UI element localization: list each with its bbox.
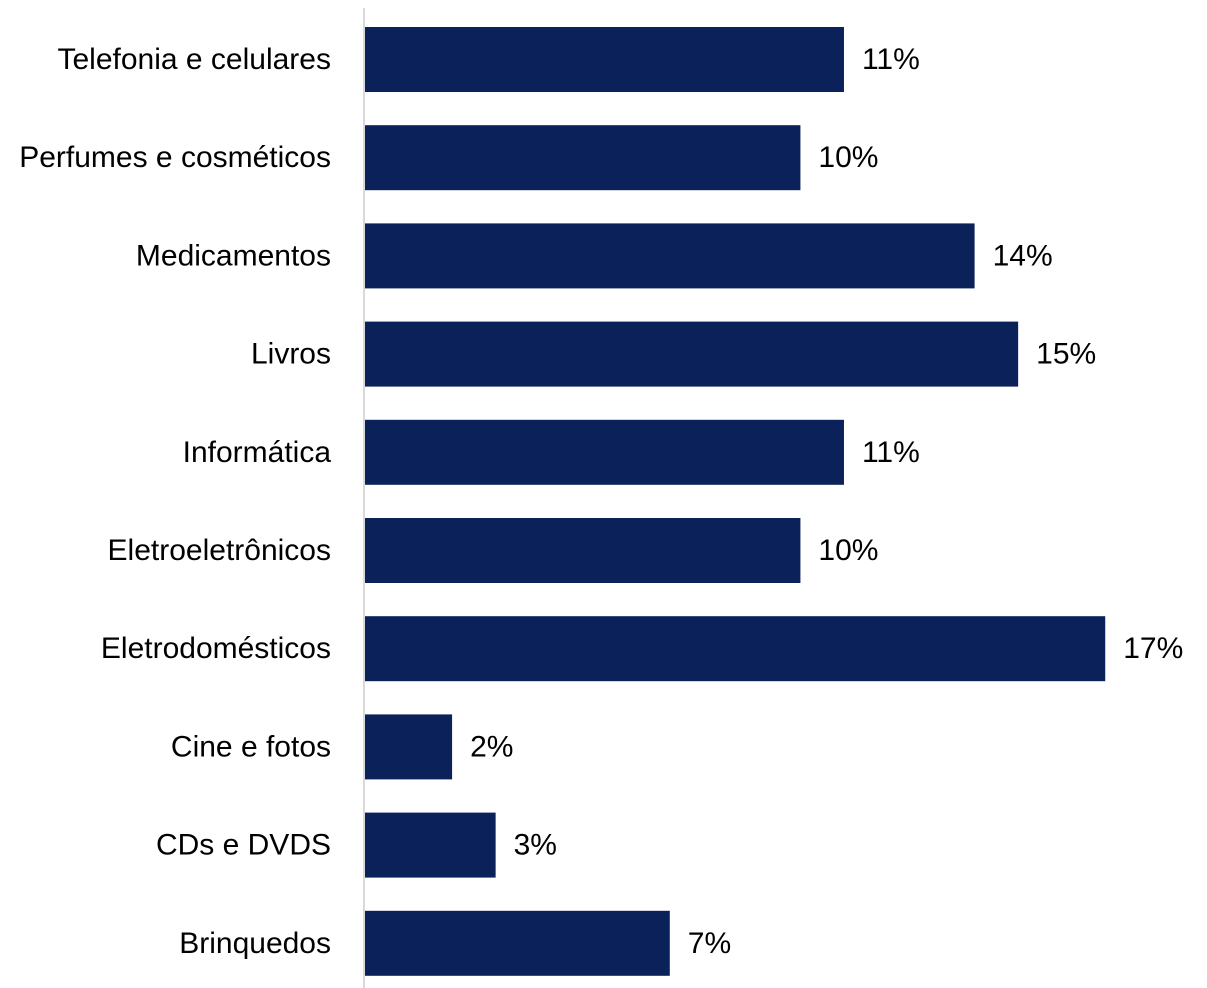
bar	[365, 812, 496, 878]
value-label: 2%	[470, 730, 513, 763]
value-label: 15%	[1036, 338, 1096, 371]
value-label: 10%	[818, 141, 878, 174]
bar	[365, 910, 670, 976]
bars-group	[365, 27, 1106, 976]
category-label: Perfumes e cosméticos	[19, 141, 331, 174]
value-label: 7%	[688, 927, 731, 960]
bar	[365, 518, 801, 583]
bar	[365, 714, 453, 780]
category-labels-group: Telefonia e celulares Perfumes e cosmétic…	[19, 43, 331, 960]
value-label: 3%	[514, 829, 557, 862]
category-label: Livros	[251, 338, 331, 371]
category-label: Eletroeletrônicos	[108, 534, 331, 567]
category-label: Medicamentos	[136, 239, 331, 272]
value-label: 11%	[862, 43, 920, 76]
bar	[365, 223, 975, 289]
value-label: 14%	[993, 239, 1053, 272]
bar	[365, 27, 844, 92]
value-label: 17%	[1123, 632, 1183, 665]
bar	[365, 616, 1106, 682]
category-label: CDs e DVDS	[156, 829, 331, 862]
category-label: Eletrodomésticos	[101, 632, 331, 665]
bar	[365, 125, 801, 191]
category-label: Cine e fotos	[171, 730, 331, 763]
bar	[365, 419, 844, 485]
value-label: 11%	[862, 436, 920, 469]
value-labels-group: 11% 10% 14% 15% 11% 10% 17% 2% 3% 7%	[470, 43, 1183, 960]
category-label: Informática	[183, 436, 332, 469]
category-label: Brinquedos	[179, 927, 331, 960]
category-label: Telefonia e celulares	[57, 43, 331, 76]
bar	[365, 321, 1019, 387]
value-label: 10%	[818, 534, 878, 567]
